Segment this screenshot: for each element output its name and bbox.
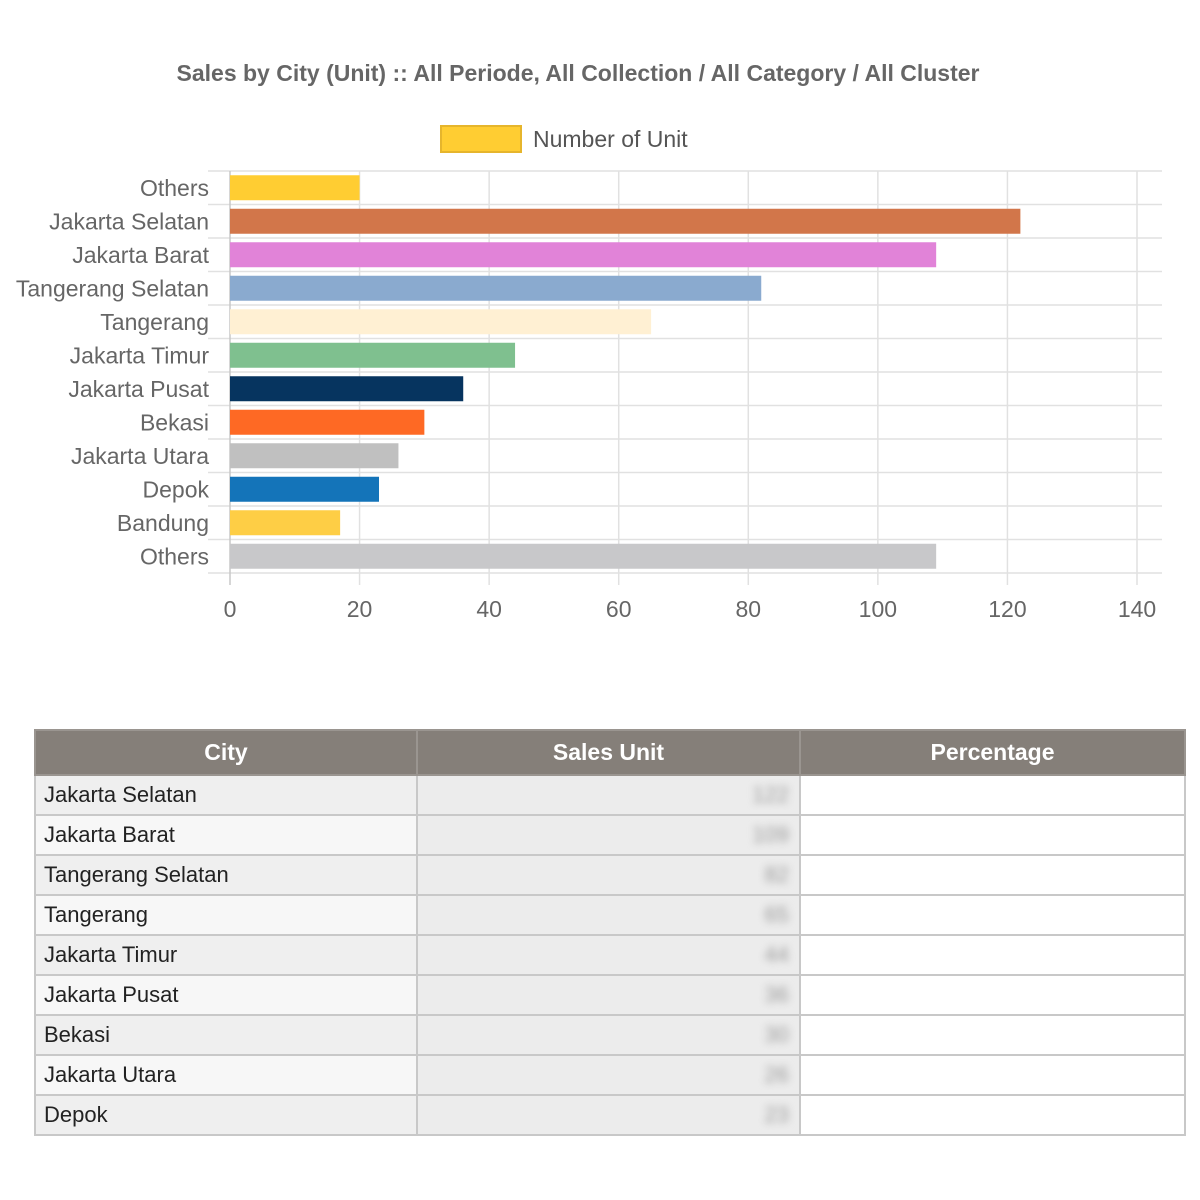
bar[interactable] (230, 376, 464, 402)
sales-unit-cell: 26 (416, 1054, 801, 1096)
bar[interactable] (230, 342, 516, 368)
bar[interactable] (230, 309, 652, 335)
percentage-cell (799, 1014, 1186, 1056)
sales-unit-value: 44 (764, 942, 789, 967)
sales-unit-value: 36 (764, 982, 789, 1007)
y-tick-label: Jakarta Barat (72, 242, 209, 268)
column-header-sales-unit[interactable]: Sales Unit (416, 729, 801, 776)
sales-unit-value: 30 (764, 1022, 789, 1047)
bar[interactable] (230, 543, 937, 569)
bar[interactable] (230, 476, 380, 502)
y-tick-label: Others (140, 175, 209, 201)
y-tick-label: Depok (143, 476, 210, 502)
sales-table: City Sales Unit Percentage Jakarta Selat… (34, 729, 1186, 1136)
sales-unit-cell: 109 (416, 814, 801, 856)
y-tick-label: Jakarta Selatan (49, 208, 209, 234)
bar-chart: Number of Unit Others Jakarta Selatan Jaka… (16, 125, 1162, 622)
sales-unit-value: 26 (764, 1062, 789, 1087)
y-tick-label: Tangerang (100, 309, 209, 335)
bar[interactable] (230, 175, 360, 201)
sales-unit-cell: 82 (416, 854, 801, 896)
sales-unit-cell: 36 (416, 974, 801, 1016)
sales-unit-cell: 122 (416, 774, 801, 816)
column-header-city[interactable]: City (34, 729, 418, 776)
sales-unit-value: 122 (752, 782, 789, 807)
percentage-cell (799, 974, 1186, 1016)
city-cell: Bekasi (34, 1014, 418, 1056)
y-tick-label: Jakarta Timur (70, 342, 210, 368)
x-tick-label: 80 (735, 596, 761, 622)
table-row: Tangerang Selatan 82 (34, 854, 1186, 896)
bar[interactable] (230, 208, 1021, 234)
sales-unit-value: 65 (764, 902, 789, 927)
city-cell: Jakarta Selatan (34, 774, 418, 816)
chart-title: Sales by City (Unit) :: All Periode, All… (176, 60, 980, 86)
y-tick-label: Others (140, 543, 209, 569)
percentage-cell (799, 1094, 1186, 1136)
city-cell: Tangerang Selatan (34, 854, 418, 896)
sales-unit-value: 82 (764, 862, 789, 887)
table-row: Jakarta Pusat 36 (34, 974, 1186, 1016)
city-cell: Jakarta Pusat (34, 974, 418, 1016)
sales-unit-cell: 65 (416, 894, 801, 936)
sales-unit-value: 109 (752, 822, 789, 847)
table-row: Jakarta Selatan 122 (34, 774, 1186, 816)
x-tick-label: 40 (476, 596, 502, 622)
table-row: Tangerang 65 (34, 894, 1186, 936)
y-tick-label: Bekasi (140, 409, 209, 435)
y-axis-labels: Others Jakarta Selatan Jakarta Barat Tanger… (16, 175, 210, 570)
percentage-cell (799, 854, 1186, 896)
y-tick-label: Jakarta Pusat (68, 376, 209, 402)
city-cell: Depok (34, 1094, 418, 1136)
percentage-cell (799, 934, 1186, 976)
y-tick-label: Tangerang Selatan (16, 275, 209, 301)
city-cell: Tangerang (34, 894, 418, 936)
table-row: Jakarta Timur 44 (34, 934, 1186, 976)
bar[interactable] (230, 242, 937, 268)
x-tick-label: 0 (224, 596, 237, 622)
page-bottom-fade (0, 1150, 1200, 1200)
table-row: Depok 23 (34, 1094, 1186, 1136)
x-axis-labels: 0 20 40 60 80 100 120 140 (224, 596, 1157, 622)
legend-label: Number of Unit (533, 126, 688, 152)
sales-unit-value: 23 (764, 1102, 789, 1127)
city-cell: Jakarta Barat (34, 814, 418, 856)
chart-legend[interactable]: Number of Unit (440, 125, 688, 153)
table-row: Jakarta Barat 109 (34, 814, 1186, 856)
y-tick-label: Bandung (117, 510, 209, 536)
bar[interactable] (230, 275, 762, 301)
table-row: Bekasi 30 (34, 1014, 1186, 1056)
table-body: Jakarta Selatan 122 Jakarta Barat 109 Tanger… (34, 774, 1186, 1136)
x-tick-label: 20 (347, 596, 373, 622)
legend-swatch (440, 125, 522, 153)
percentage-cell (799, 894, 1186, 936)
percentage-cell (799, 814, 1186, 856)
percentage-cell (799, 1054, 1186, 1096)
chart-bars (230, 175, 1021, 569)
city-cell: Jakarta Utara (34, 1054, 418, 1096)
x-tick-label: 140 (1118, 596, 1156, 622)
percentage-cell (799, 774, 1186, 816)
sales-unit-cell: 23 (416, 1094, 801, 1136)
city-cell: Jakarta Timur (34, 934, 418, 976)
bar[interactable] (230, 443, 399, 469)
x-tick-label: 120 (988, 596, 1026, 622)
table-header-row: City Sales Unit Percentage (34, 729, 1186, 776)
table-row: Jakarta Utara 26 (34, 1054, 1186, 1096)
column-header-percentage[interactable]: Percentage (799, 729, 1186, 776)
x-tick-label: 60 (606, 596, 632, 622)
sales-unit-cell: 44 (416, 934, 801, 976)
bar[interactable] (230, 510, 341, 536)
bar[interactable] (230, 409, 425, 435)
y-tick-label: Jakarta Utara (71, 443, 209, 469)
x-tick-label: 100 (859, 596, 897, 622)
sales-unit-cell: 30 (416, 1014, 801, 1056)
